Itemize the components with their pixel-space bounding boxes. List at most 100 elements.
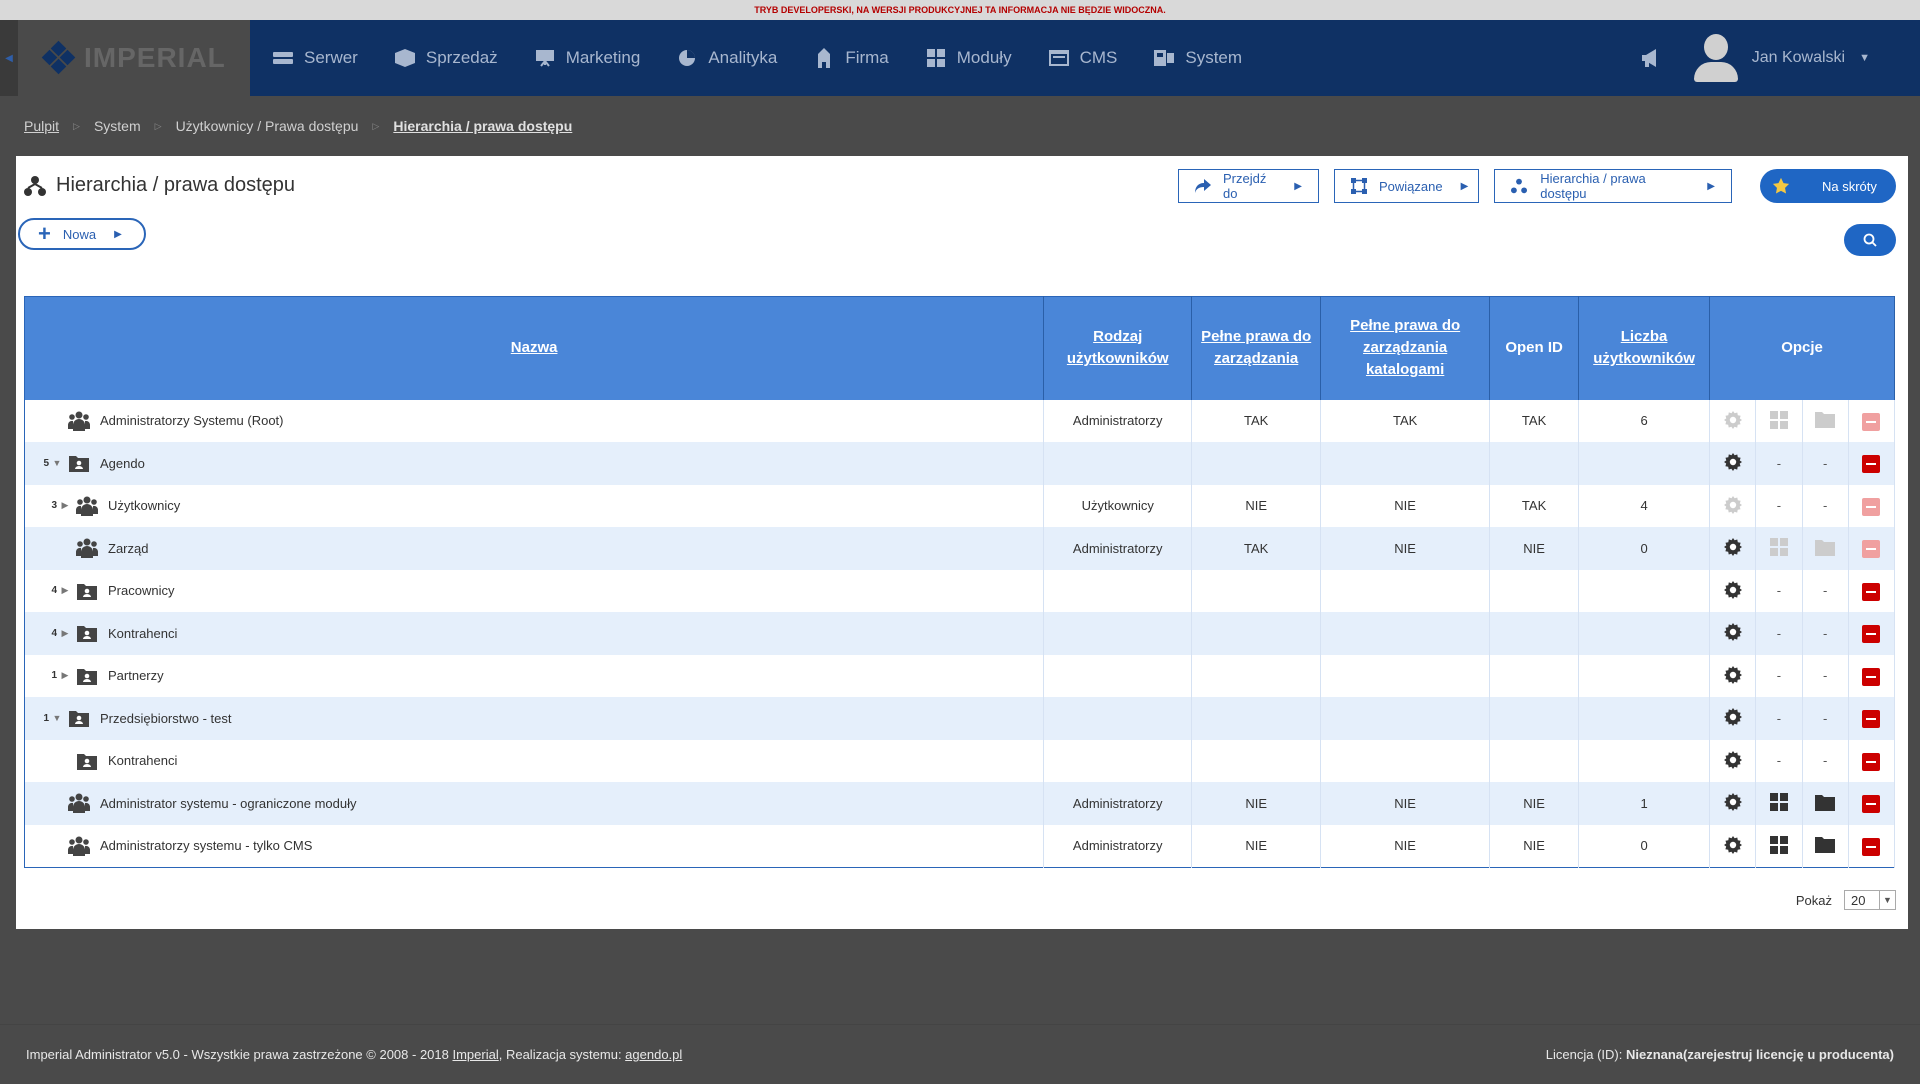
options-settings-cell <box>1709 399 1757 442</box>
delete-icon[interactable] <box>1862 412 1881 431</box>
chevron-down-icon[interactable]: ▼ <box>1859 52 1870 64</box>
dash-placeholder: - <box>1822 498 1828 514</box>
gear-icon[interactable] <box>1723 537 1743 557</box>
delete-icon[interactable] <box>1862 795 1881 814</box>
folder-icon[interactable] <box>1815 410 1836 430</box>
gear-icon[interactable] <box>1723 410 1743 430</box>
page-size-select[interactable]: 20 ▼ <box>1844 890 1896 910</box>
nav-item-marketing[interactable]: Marketing <box>534 48 640 68</box>
logo[interactable]: IMPERIAL <box>18 20 250 96</box>
breadcrumb-item-system[interactable]: System <box>93 118 141 134</box>
row-name[interactable]: Kontrahenci <box>108 625 178 641</box>
hierarchy-icon <box>24 175 46 196</box>
nav-item-serwer[interactable]: Serwer <box>272 48 358 68</box>
folder-icon[interactable] <box>1815 835 1836 855</box>
catalog-rights-cell <box>1320 442 1491 485</box>
sidebar-toggle-icon[interactable]: ◀ <box>0 20 18 96</box>
avatar[interactable] <box>1693 34 1738 82</box>
megaphone-icon[interactable] <box>1640 47 1664 69</box>
delete-icon[interactable] <box>1862 667 1881 686</box>
dash-placeholder: - <box>1822 753 1828 769</box>
row-name[interactable]: Administrator systemu - ograniczone modu… <box>100 795 357 811</box>
plus-icon: + <box>38 221 51 246</box>
nav-item-firma[interactable]: Firma <box>813 48 889 68</box>
user-count-cell <box>1578 654 1711 697</box>
goto-button[interactable]: Przejdź do ▶ <box>1178 169 1319 203</box>
column-header-full-rights[interactable]: Pełne prawa do zarządzania <box>1191 296 1322 400</box>
hierarchy-button[interactable]: Hierarchia / prawa dostępu ▶ <box>1494 169 1732 203</box>
table-row: Administratorzy systemu - tylko CMS Admin… <box>24 824 1896 867</box>
nav-item-sprzedaż[interactable]: Sprzedaż <box>394 48 498 68</box>
nav-item-cms[interactable]: CMS <box>1048 48 1117 68</box>
user-type-cell <box>1043 612 1193 655</box>
folder-icon[interactable] <box>1815 793 1836 813</box>
search-button[interactable] <box>1844 224 1896 256</box>
open-id-cell: NIE <box>1489 527 1580 570</box>
column-header-name[interactable]: Nazwa <box>24 296 1045 400</box>
delete-icon[interactable] <box>1862 752 1881 771</box>
nav-item-analityka[interactable]: Analityka <box>676 48 777 68</box>
logo-mark-icon <box>41 40 76 75</box>
catalog-rights-cell: NIE <box>1320 484 1491 527</box>
caret-right-icon[interactable]: ▶ <box>61 585 69 596</box>
gear-icon[interactable] <box>1723 750 1743 770</box>
imperial-link[interactable]: Imperial <box>452 1047 499 1062</box>
gear-icon[interactable] <box>1723 495 1743 515</box>
caret-right-icon[interactable]: ▶ <box>61 500 69 511</box>
catalog-rights-cell <box>1320 612 1491 655</box>
grid-icon[interactable] <box>1769 792 1789 812</box>
breadcrumb-current[interactable]: Hierarchia / prawa dostępu <box>393 118 573 134</box>
breadcrumb-item-users[interactable]: Użytkownicy / Prawa dostępu <box>175 118 359 134</box>
caret-right-icon[interactable]: ▶ <box>61 670 69 681</box>
open-id-cell: TAK <box>1489 399 1580 442</box>
user-name[interactable]: Jan Kowalski <box>1751 49 1846 66</box>
column-header-user-count[interactable]: Liczba użytkowników <box>1578 296 1711 400</box>
gear-icon[interactable] <box>1723 665 1743 685</box>
shortcuts-button[interactable]: Na skróty <box>1760 169 1896 203</box>
table-row: 1 ▼ Przedsiębiorstwo - test - - <box>24 697 1896 740</box>
caret-down-icon[interactable]: ▼ <box>52 458 62 469</box>
delete-icon[interactable] <box>1862 837 1881 856</box>
new-button[interactable]: + Nowa ▶ <box>18 218 146 250</box>
caret-right-icon[interactable]: ▶ <box>61 627 69 638</box>
folder-icon[interactable] <box>1815 538 1836 558</box>
row-name[interactable]: Kontrahenci <box>108 753 178 769</box>
row-name[interactable]: Administratorzy Systemu (Root) <box>100 413 284 429</box>
delete-icon[interactable] <box>1862 455 1881 474</box>
delete-icon[interactable] <box>1862 582 1881 601</box>
row-name[interactable]: Agendo <box>100 455 145 471</box>
nav-item-label: Sprzedaż <box>425 48 498 67</box>
row-name[interactable]: Pracownicy <box>108 583 175 599</box>
row-name[interactable]: Zarząd <box>108 540 149 556</box>
delete-icon[interactable] <box>1862 497 1881 516</box>
breadcrumb-item-pulpit[interactable]: Pulpit <box>24 118 60 134</box>
agendo-link[interactable]: agendo.pl <box>625 1047 683 1062</box>
grid-icon[interactable] <box>1769 537 1789 557</box>
row-name[interactable]: Użytkownicy <box>108 498 181 514</box>
catalog-rights-cell <box>1320 739 1491 782</box>
grid-icon[interactable] <box>1769 410 1789 430</box>
gear-icon[interactable] <box>1723 792 1743 812</box>
user-type-cell: Użytkownicy <box>1043 484 1193 527</box>
delete-icon[interactable] <box>1862 710 1881 729</box>
row-name[interactable]: Administratorzy systemu - tylko CMS <box>100 838 313 853</box>
gear-icon[interactable] <box>1723 707 1743 727</box>
gear-icon[interactable] <box>1723 835 1743 855</box>
row-name[interactable]: Partnerzy <box>108 668 164 684</box>
delete-icon[interactable] <box>1862 625 1881 644</box>
column-header-user-type[interactable]: Rodzaj użytkowników <box>1043 296 1193 400</box>
related-button[interactable]: Powiązane ▶ <box>1334 169 1479 203</box>
gear-icon[interactable] <box>1723 622 1743 642</box>
delete-icon[interactable] <box>1862 540 1881 559</box>
nav-item-moduły[interactable]: Moduły <box>925 48 1012 68</box>
row-name[interactable]: Przedsiębiorstwo - test <box>100 710 232 726</box>
child-count: 4 <box>51 585 57 597</box>
column-header-full-catalog-rights[interactable]: Pełne prawa do zarządzania katalogami <box>1320 296 1491 400</box>
grid-icon[interactable] <box>1769 835 1789 855</box>
name-cell: Administratorzy systemu - tylko CMS <box>24 824 1045 867</box>
caret-down-icon[interactable]: ▼ <box>52 713 62 724</box>
gear-icon[interactable] <box>1723 580 1743 600</box>
user-type-cell: Administratorzy <box>1043 824 1193 867</box>
gear-icon[interactable] <box>1723 452 1743 472</box>
nav-item-system[interactable]: System <box>1153 48 1242 68</box>
